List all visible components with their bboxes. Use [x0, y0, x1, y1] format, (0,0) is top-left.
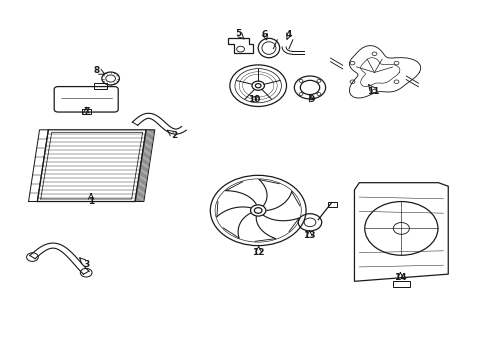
Text: 2: 2	[171, 131, 177, 140]
Bar	[393, 281, 410, 287]
Text: 4: 4	[286, 30, 292, 39]
Text: 13: 13	[303, 231, 316, 240]
Bar	[94, 83, 107, 89]
Text: 1: 1	[88, 197, 94, 206]
Circle shape	[254, 208, 262, 213]
Text: 5: 5	[236, 29, 242, 38]
Text: 7: 7	[83, 107, 89, 116]
Text: 6: 6	[262, 30, 268, 39]
Text: 3: 3	[83, 260, 89, 269]
Text: 12: 12	[252, 248, 265, 257]
Text: 14: 14	[394, 273, 407, 282]
Bar	[82, 109, 91, 114]
Circle shape	[255, 84, 261, 88]
Text: 8: 8	[93, 66, 99, 75]
Text: 11: 11	[367, 86, 380, 95]
Bar	[328, 202, 337, 207]
Text: 10: 10	[247, 95, 260, 104]
Text: 9: 9	[308, 95, 315, 104]
